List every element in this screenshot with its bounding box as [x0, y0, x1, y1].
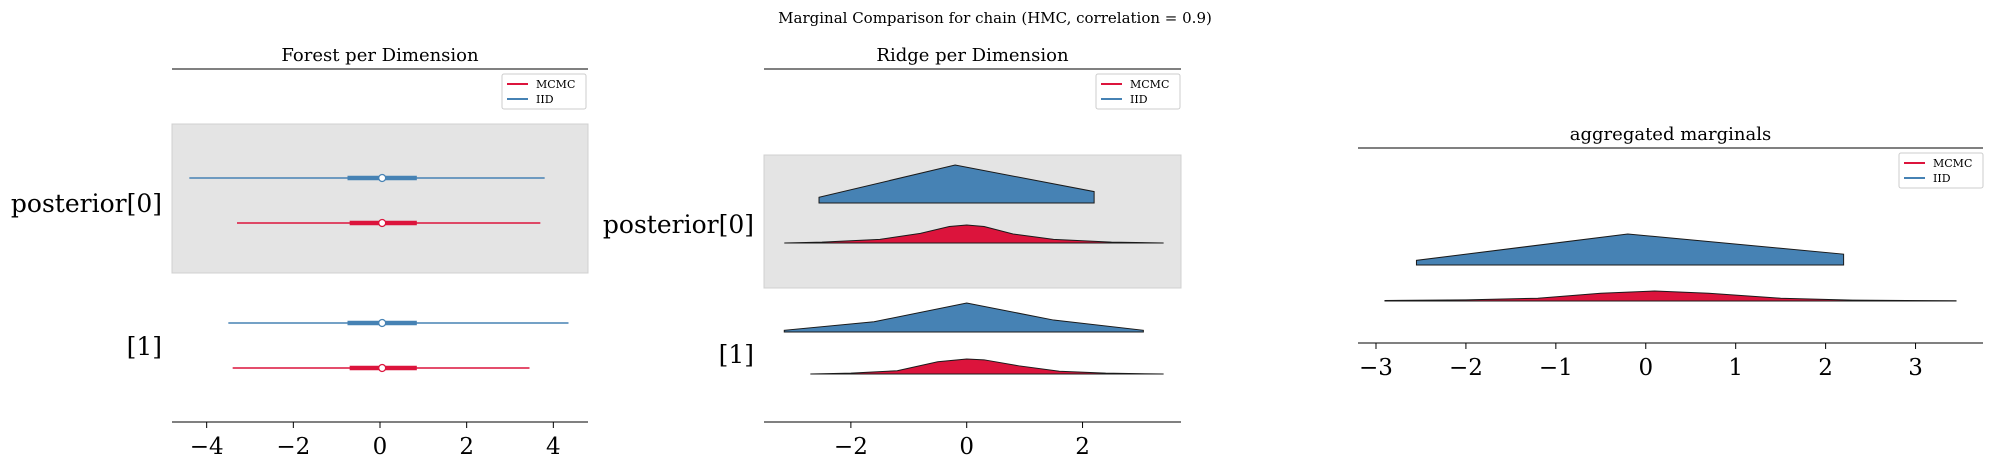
- legend: MCMC IID: [1095, 73, 1181, 110]
- x-tick-label: 0: [959, 434, 974, 460]
- ridge-density-mcmc: [810, 358, 1164, 375]
- x-tick-label: 2: [1818, 355, 1833, 381]
- forest-median-point-mcmc: [378, 363, 387, 373]
- legend-frame: [1898, 152, 1984, 189]
- forest-median-point-iid: [378, 173, 387, 183]
- legend-entry-mcmc: MCMC: [1130, 78, 1169, 91]
- x-tick-label: 4: [546, 434, 561, 460]
- row-label: [1]: [719, 340, 754, 369]
- forest-median-point-mcmc: [378, 218, 387, 228]
- x-tick-label: −4: [190, 434, 224, 460]
- legend-entry-mcmc: MCMC: [1933, 157, 1972, 170]
- legend-frame: [501, 73, 587, 110]
- x-tick-label: −2: [276, 434, 310, 460]
- legend: MCMC IID: [501, 73, 587, 110]
- row-label: [1]: [127, 332, 162, 361]
- panel-2: Ridge per Dimension posterior[0] [1]: [603, 45, 1182, 375]
- x-tick-label: 2: [1075, 434, 1090, 460]
- legend-entry-mcmc: MCMC: [536, 78, 575, 91]
- x-axis: −4 −2 0 2 4: [172, 421, 588, 460]
- ridge-density-iid: [818, 164, 1095, 204]
- x-tick-label: 1: [1728, 355, 1743, 381]
- legend-entry-iid: IID: [536, 93, 554, 106]
- legend-frame: [1095, 73, 1181, 110]
- x-tick-label: 3: [1908, 355, 1923, 381]
- panel-title: Forest per Dimension: [281, 45, 479, 66]
- x-axis: −3 −2 −1 0 1 2 3: [1358, 342, 1983, 381]
- row-shade-band: [171, 123, 589, 274]
- panel-title: Ridge per Dimension: [876, 45, 1069, 66]
- legend-entry-iid: IID: [1933, 172, 1951, 185]
- figure-suptitle: Marginal Comparison for chain (HMC, corr…: [778, 9, 1212, 27]
- row-label: posterior[0]: [603, 210, 754, 239]
- panel-3: aggregated marginals: [1358, 124, 1983, 302]
- x-axis: −2 0 2: [764, 421, 1181, 460]
- ridge-density-mcmc: [1384, 290, 1957, 302]
- x-tick-label: 0: [1638, 355, 1653, 381]
- forest-median-point-iid: [378, 318, 387, 328]
- x-tick-label: −3: [1359, 355, 1393, 381]
- row-label: posterior[0]: [11, 189, 162, 218]
- row-shade-band: [763, 154, 1182, 289]
- x-tick-label: −1: [1539, 355, 1573, 381]
- panel-1: Forest per Dimension posterior[0] [1]: [11, 45, 589, 373]
- x-tick-label: −2: [834, 434, 868, 460]
- x-tick-label: 2: [459, 434, 474, 460]
- legend-entry-iid: IID: [1130, 93, 1148, 106]
- x-tick-label: 0: [373, 434, 388, 460]
- panels: Forest per Dimension posterior[0] [1] −4 −2 0…: [11, 45, 1984, 460]
- panel-title: aggregated marginals: [1570, 124, 1771, 145]
- legend: MCMC IID: [1898, 152, 1984, 189]
- ridge-density-mcmc: [784, 224, 1164, 244]
- ridge-density-iid: [1415, 233, 1845, 266]
- ridge-density-iid: [783, 302, 1144, 333]
- x-tick-label: −2: [1449, 355, 1483, 381]
